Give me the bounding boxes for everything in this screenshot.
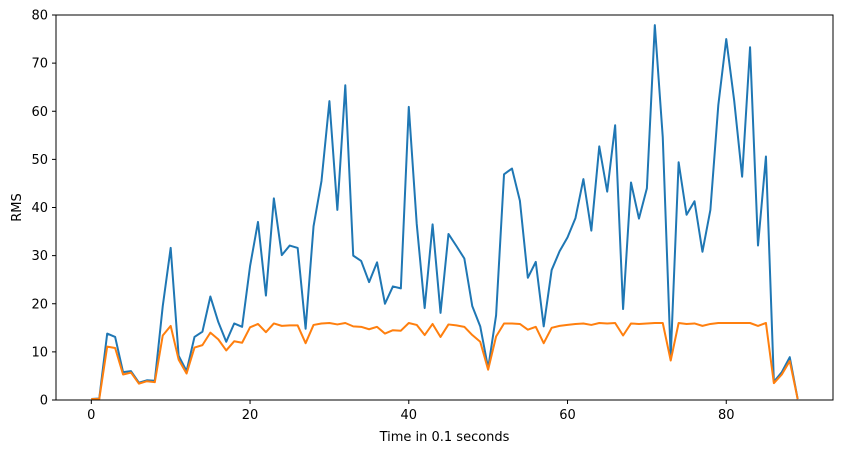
y-tick-label: 30 bbox=[31, 249, 48, 264]
x-tick-label: 20 bbox=[242, 408, 259, 423]
series-line-2 bbox=[91, 322, 799, 401]
y-tick-label: 70 bbox=[31, 57, 48, 72]
plot-frame bbox=[55, 14, 834, 401]
x-tick-label: 40 bbox=[401, 408, 418, 423]
x-axis-label: Time in 0.1 seconds bbox=[379, 430, 510, 445]
plot-lines bbox=[91, 24, 799, 401]
y-tick-label: 80 bbox=[31, 9, 48, 24]
series-line-1 bbox=[91, 24, 799, 401]
y-tick-label: 10 bbox=[31, 345, 48, 360]
y-axis-ticks: 0 10 20 30 40 50 60 70 80 bbox=[31, 9, 56, 409]
y-tick-label: 20 bbox=[31, 297, 48, 312]
x-tick-label: 0 bbox=[87, 408, 95, 423]
y-tick-label: 60 bbox=[31, 105, 48, 120]
x-tick-label: 60 bbox=[559, 408, 576, 423]
y-tick-label: 0 bbox=[40, 394, 48, 409]
x-tick-label: 80 bbox=[718, 408, 735, 423]
y-axis-label: RMS bbox=[10, 193, 25, 222]
x-axis-ticks: 0 20 40 60 80 bbox=[87, 400, 735, 423]
y-tick-label: 40 bbox=[31, 201, 48, 216]
y-tick-label: 50 bbox=[31, 153, 48, 168]
